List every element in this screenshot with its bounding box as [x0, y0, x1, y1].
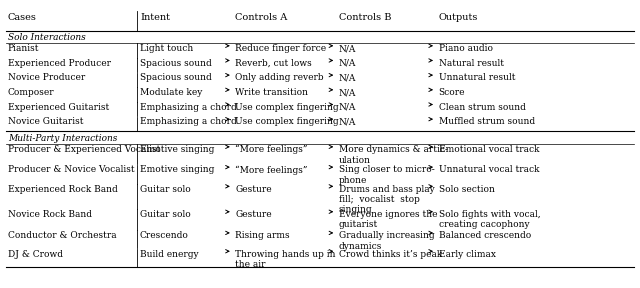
- Text: Guitar solo: Guitar solo: [140, 210, 191, 219]
- Text: Reduce finger force: Reduce finger force: [236, 44, 326, 53]
- Text: Controls A: Controls A: [236, 13, 287, 22]
- Text: Producer & Novice Vocalist: Producer & Novice Vocalist: [8, 165, 134, 175]
- Text: Modulate key: Modulate key: [140, 88, 202, 97]
- Text: DJ & Crowd: DJ & Crowd: [8, 250, 63, 259]
- Text: Outputs: Outputs: [438, 13, 478, 22]
- Text: Light touch: Light touch: [140, 44, 193, 53]
- Text: Piano audio: Piano audio: [438, 44, 493, 53]
- Text: Conductor & Orchestra: Conductor & Orchestra: [8, 231, 116, 240]
- Text: N/A: N/A: [339, 73, 356, 82]
- Text: Producer & Experienced Vocalist: Producer & Experienced Vocalist: [8, 145, 160, 154]
- Text: Score: Score: [438, 88, 465, 97]
- Text: Spacious sound: Spacious sound: [140, 73, 212, 82]
- Text: Sing closer to micro-
phone: Sing closer to micro- phone: [339, 165, 435, 185]
- Text: Novice Producer: Novice Producer: [8, 73, 85, 82]
- Text: Use complex fingering: Use complex fingering: [236, 103, 339, 112]
- Text: N/A: N/A: [339, 103, 356, 112]
- Text: Emphasizing a chord: Emphasizing a chord: [140, 103, 237, 112]
- Text: N/A: N/A: [339, 59, 356, 68]
- Text: Emphasizing a chord: Emphasizing a chord: [140, 118, 237, 126]
- Text: N/A: N/A: [339, 118, 356, 126]
- Text: Natural result: Natural result: [438, 59, 504, 68]
- Text: More dynamics & artic-
ulation: More dynamics & artic- ulation: [339, 145, 448, 164]
- Text: Emotive singing: Emotive singing: [140, 145, 214, 154]
- Text: Emotional vocal track: Emotional vocal track: [438, 145, 539, 154]
- Text: Throwing hands up in
the air: Throwing hands up in the air: [236, 250, 336, 269]
- Text: “More feelings”: “More feelings”: [236, 145, 308, 154]
- Text: Crescendo: Crescendo: [140, 231, 189, 240]
- Text: Write transition: Write transition: [236, 88, 308, 97]
- Text: Solo section: Solo section: [438, 185, 495, 194]
- Text: Composer: Composer: [8, 88, 54, 97]
- Text: Spacious sound: Spacious sound: [140, 59, 212, 68]
- Text: Novice Rock Band: Novice Rock Band: [8, 210, 92, 219]
- Text: Use complex fingering: Use complex fingering: [236, 118, 339, 126]
- Text: Controls B: Controls B: [339, 13, 391, 22]
- Text: Gesture: Gesture: [236, 185, 272, 194]
- Text: Balanced crescendo: Balanced crescendo: [438, 231, 531, 240]
- Text: Gradually increasing
dynamics: Gradually increasing dynamics: [339, 231, 435, 251]
- Text: Early climax: Early climax: [438, 250, 495, 259]
- Text: Guitar solo: Guitar solo: [140, 185, 191, 194]
- Text: N/A: N/A: [339, 44, 356, 53]
- Text: Experienced Rock Band: Experienced Rock Band: [8, 185, 117, 194]
- Text: N/A: N/A: [339, 88, 356, 97]
- Text: Reverb, cut lows: Reverb, cut lows: [236, 59, 312, 68]
- Text: Rising arms: Rising arms: [236, 231, 290, 240]
- Text: Unnatural result: Unnatural result: [438, 73, 515, 82]
- Text: “More feelings”: “More feelings”: [236, 165, 308, 175]
- Text: Emotive singing: Emotive singing: [140, 165, 214, 175]
- Text: Cases: Cases: [8, 13, 36, 22]
- Text: Pianist: Pianist: [8, 44, 39, 53]
- Text: Build energy: Build energy: [140, 250, 198, 259]
- Text: Solo Interactions: Solo Interactions: [8, 33, 85, 41]
- Text: Everyone ignores the
guitarist: Everyone ignores the guitarist: [339, 210, 437, 230]
- Text: Solo fights with vocal,
creating cacophony: Solo fights with vocal, creating cacopho…: [438, 210, 540, 230]
- Text: Unnatural vocal track: Unnatural vocal track: [438, 165, 539, 175]
- Text: Crowd thinks it’s peak: Crowd thinks it’s peak: [339, 250, 442, 259]
- Text: Muffled strum sound: Muffled strum sound: [438, 118, 534, 126]
- Text: Clean strum sound: Clean strum sound: [438, 103, 525, 112]
- Text: Gesture: Gesture: [236, 210, 272, 219]
- Text: Intent: Intent: [140, 13, 170, 22]
- Text: Experienced Guitarist: Experienced Guitarist: [8, 103, 109, 112]
- Text: Novice Guitarist: Novice Guitarist: [8, 118, 83, 126]
- Text: Drums and bass play
fill;  vocalist  stop
singing: Drums and bass play fill; vocalist stop …: [339, 185, 435, 215]
- Text: Experienced Producer: Experienced Producer: [8, 59, 111, 68]
- Text: Only adding reverb: Only adding reverb: [236, 73, 324, 82]
- Text: Multi-Party Interactions: Multi-Party Interactions: [8, 134, 117, 143]
